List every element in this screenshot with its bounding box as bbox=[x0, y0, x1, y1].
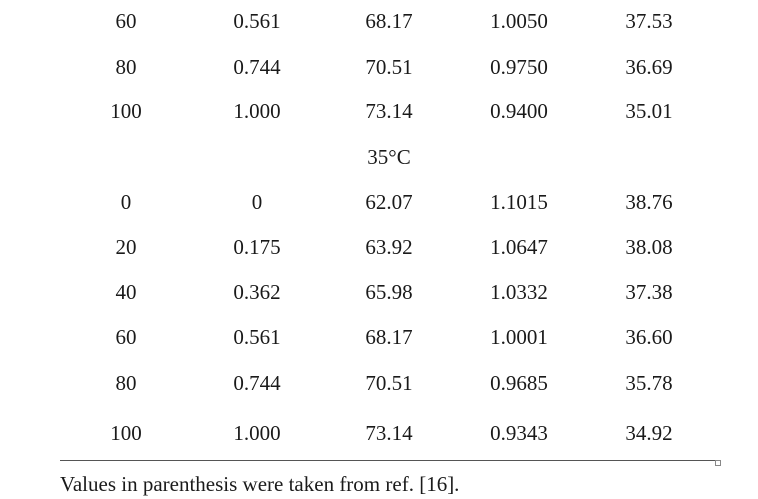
table-cell: 0.9400 bbox=[490, 99, 548, 123]
table-cell: 40 bbox=[115, 280, 137, 304]
table-cell: 0 bbox=[251, 190, 263, 214]
table-row: 60 0.561 68.17 1.0050 37.53 bbox=[0, 6, 758, 36]
table-cell: 1.0647 bbox=[490, 235, 548, 259]
table-cell: 68.17 bbox=[365, 325, 413, 349]
table-cell: 38.08 bbox=[625, 235, 673, 259]
table-cell: 0.9750 bbox=[490, 55, 548, 79]
table-row: 80 0.744 70.51 0.9685 35.78 bbox=[0, 368, 758, 398]
table-cell: 60 bbox=[115, 325, 137, 349]
table-row: 20 0.175 63.92 1.0647 38.08 bbox=[0, 232, 758, 262]
table-cell: 1.0001 bbox=[490, 325, 548, 349]
table-row: 60 0.561 68.17 1.0001 36.60 bbox=[0, 322, 758, 352]
table-cell: 37.38 bbox=[625, 280, 673, 304]
table-row: 0 0 62.07 1.1015 38.76 bbox=[0, 187, 758, 217]
table-row: 100 1.000 73.14 0.9400 35.01 bbox=[0, 96, 758, 126]
table-cell: 80 bbox=[115, 55, 137, 79]
table-cell: 73.14 bbox=[365, 421, 413, 445]
table-cell: 0.561 bbox=[233, 9, 281, 33]
table-bottom-rule bbox=[60, 460, 717, 461]
table-cell: 0.9343 bbox=[490, 421, 548, 445]
table-cell: 35.78 bbox=[625, 371, 673, 395]
table-cell: 1.000 bbox=[233, 99, 281, 123]
table-cell: 63.92 bbox=[365, 235, 413, 259]
table-row: 80 0.744 70.51 0.9750 36.69 bbox=[0, 52, 758, 82]
table-cell: 62.07 bbox=[365, 190, 413, 214]
table-cell: 0.744 bbox=[233, 371, 281, 395]
resize-handle[interactable] bbox=[715, 460, 721, 466]
table-cell: 1.0050 bbox=[490, 9, 548, 33]
table-cell: 0 bbox=[120, 190, 132, 214]
group-heading-35c: 35°C bbox=[367, 145, 411, 169]
table-cell: 0.175 bbox=[233, 235, 281, 259]
table-cell: 60 bbox=[115, 9, 137, 33]
table-cell: 65.98 bbox=[365, 280, 413, 304]
table-cell: 34.92 bbox=[625, 421, 673, 445]
table-cell: 80 bbox=[115, 371, 137, 395]
table-cell: 37.53 bbox=[625, 9, 673, 33]
table-cell: 68.17 bbox=[365, 9, 413, 33]
table-cell: 36.69 bbox=[625, 55, 673, 79]
table-row: 40 0.362 65.98 1.0332 37.38 bbox=[0, 277, 758, 307]
table-cell: 70.51 bbox=[365, 371, 413, 395]
table-cell: 1.000 bbox=[233, 421, 281, 445]
table-cell: 0.744 bbox=[233, 55, 281, 79]
table-row: 100 1.000 73.14 0.9343 34.92 bbox=[0, 418, 758, 448]
table-cell: 1.0332 bbox=[490, 280, 548, 304]
table-cell: 0.561 bbox=[233, 325, 281, 349]
table-cell: 73.14 bbox=[365, 99, 413, 123]
table-cell: 20 bbox=[115, 235, 137, 259]
table-cell: 0.9685 bbox=[490, 371, 548, 395]
table-cell: 35.01 bbox=[625, 99, 673, 123]
table-cell: 1.1015 bbox=[490, 190, 548, 214]
table-cell: 0.362 bbox=[233, 280, 281, 304]
table-cell: 100 bbox=[110, 421, 142, 445]
table-cell: 36.60 bbox=[625, 325, 673, 349]
table-cell: 70.51 bbox=[365, 55, 413, 79]
table-footnote: Values in parenthesis were taken from re… bbox=[60, 472, 460, 496]
table-cell: 100 bbox=[110, 99, 142, 123]
table-cell: 38.76 bbox=[625, 190, 673, 214]
